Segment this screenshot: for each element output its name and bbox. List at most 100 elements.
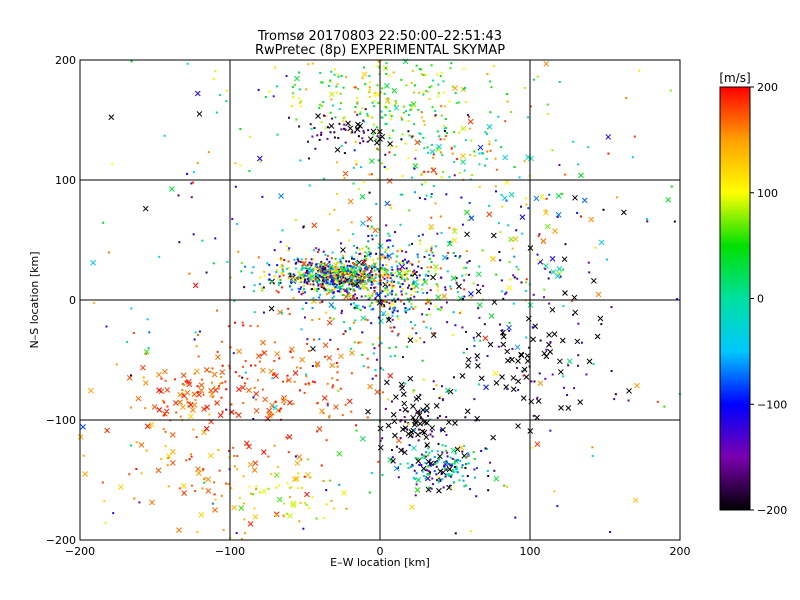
data-point [537, 259, 540, 262]
data-point [370, 301, 373, 304]
data-point-x [77, 433, 84, 440]
data-point-x [475, 363, 481, 369]
data-point [299, 159, 302, 162]
data-point [344, 279, 347, 282]
data-point-x [329, 362, 336, 369]
data-point-x [432, 263, 439, 270]
data-point-x [349, 350, 355, 356]
data-point-x [148, 421, 155, 428]
data-point-x [555, 193, 562, 199]
data-point [303, 391, 306, 394]
data-point [364, 83, 367, 86]
data-point [411, 463, 414, 466]
data-point [252, 396, 255, 399]
data-point-x [273, 511, 280, 518]
data-point [397, 317, 400, 320]
data-point [225, 388, 228, 391]
data-point [413, 469, 416, 472]
data-point [478, 265, 481, 268]
data-point [352, 296, 355, 299]
data-point [420, 116, 423, 119]
data-point [290, 276, 293, 279]
data-point [311, 269, 314, 272]
data-point [370, 276, 373, 279]
data-point [295, 261, 298, 264]
data-point [413, 428, 416, 431]
data-point [417, 108, 420, 111]
data-point [410, 274, 413, 277]
data-point-x [80, 424, 86, 430]
data-point [130, 444, 133, 447]
data-point-x [326, 319, 333, 326]
data-point [613, 398, 616, 401]
y-axis-label: N–S location [km] [28, 251, 41, 348]
data-point [394, 100, 397, 103]
data-point [186, 398, 189, 401]
data-point [334, 265, 337, 268]
data-point [427, 447, 430, 450]
data-point [400, 78, 403, 81]
data-point [393, 280, 396, 283]
data-point-x [290, 502, 297, 509]
data-point [339, 284, 342, 287]
data-point [339, 288, 342, 291]
data-point [567, 364, 570, 367]
data-point [333, 131, 336, 134]
data-point [344, 403, 347, 406]
data-point-x [236, 348, 242, 355]
data-point [324, 253, 327, 256]
data-point [221, 340, 224, 343]
data-point [436, 416, 439, 419]
data-point-x [510, 375, 517, 381]
data-point-x [108, 114, 115, 121]
data-point [507, 224, 510, 227]
data-point [308, 349, 311, 352]
data-point [391, 244, 394, 247]
data-point-x [315, 113, 321, 119]
data-point [408, 444, 411, 447]
data-point [413, 167, 416, 170]
data-point [475, 467, 478, 470]
data-point [348, 279, 351, 282]
data-point [440, 105, 443, 108]
data-point [363, 269, 366, 272]
data-point [326, 137, 329, 140]
data-point [216, 309, 219, 312]
data-point [438, 415, 441, 418]
data-point [361, 77, 364, 80]
data-point [336, 274, 339, 277]
data-point [262, 311, 265, 314]
data-point [439, 395, 442, 398]
data-point [453, 174, 456, 177]
data-point [279, 259, 282, 262]
data-point [446, 270, 449, 273]
data-point [440, 176, 443, 179]
data-point [447, 474, 450, 477]
data-point [348, 293, 351, 296]
data-point [145, 449, 148, 452]
data-point-x [393, 104, 400, 111]
data-point-x [412, 163, 419, 169]
data-point [234, 321, 237, 324]
data-point [296, 366, 299, 369]
data-point-x [460, 159, 467, 165]
data-point [179, 415, 182, 418]
data-point [342, 276, 345, 279]
data-point [294, 455, 297, 458]
data-point [358, 287, 361, 290]
data-point [453, 160, 456, 163]
data-point [358, 252, 361, 255]
data-point [366, 268, 369, 271]
data-point [544, 377, 547, 380]
data-point [399, 193, 402, 196]
data-point [366, 266, 369, 269]
data-point [631, 156, 634, 159]
data-point [332, 317, 335, 320]
data-point-x [450, 275, 457, 282]
data-point [384, 287, 387, 290]
data-point [430, 487, 433, 490]
data-point [377, 460, 380, 463]
data-point [388, 74, 391, 77]
data-point [352, 294, 355, 297]
data-point [432, 185, 435, 188]
